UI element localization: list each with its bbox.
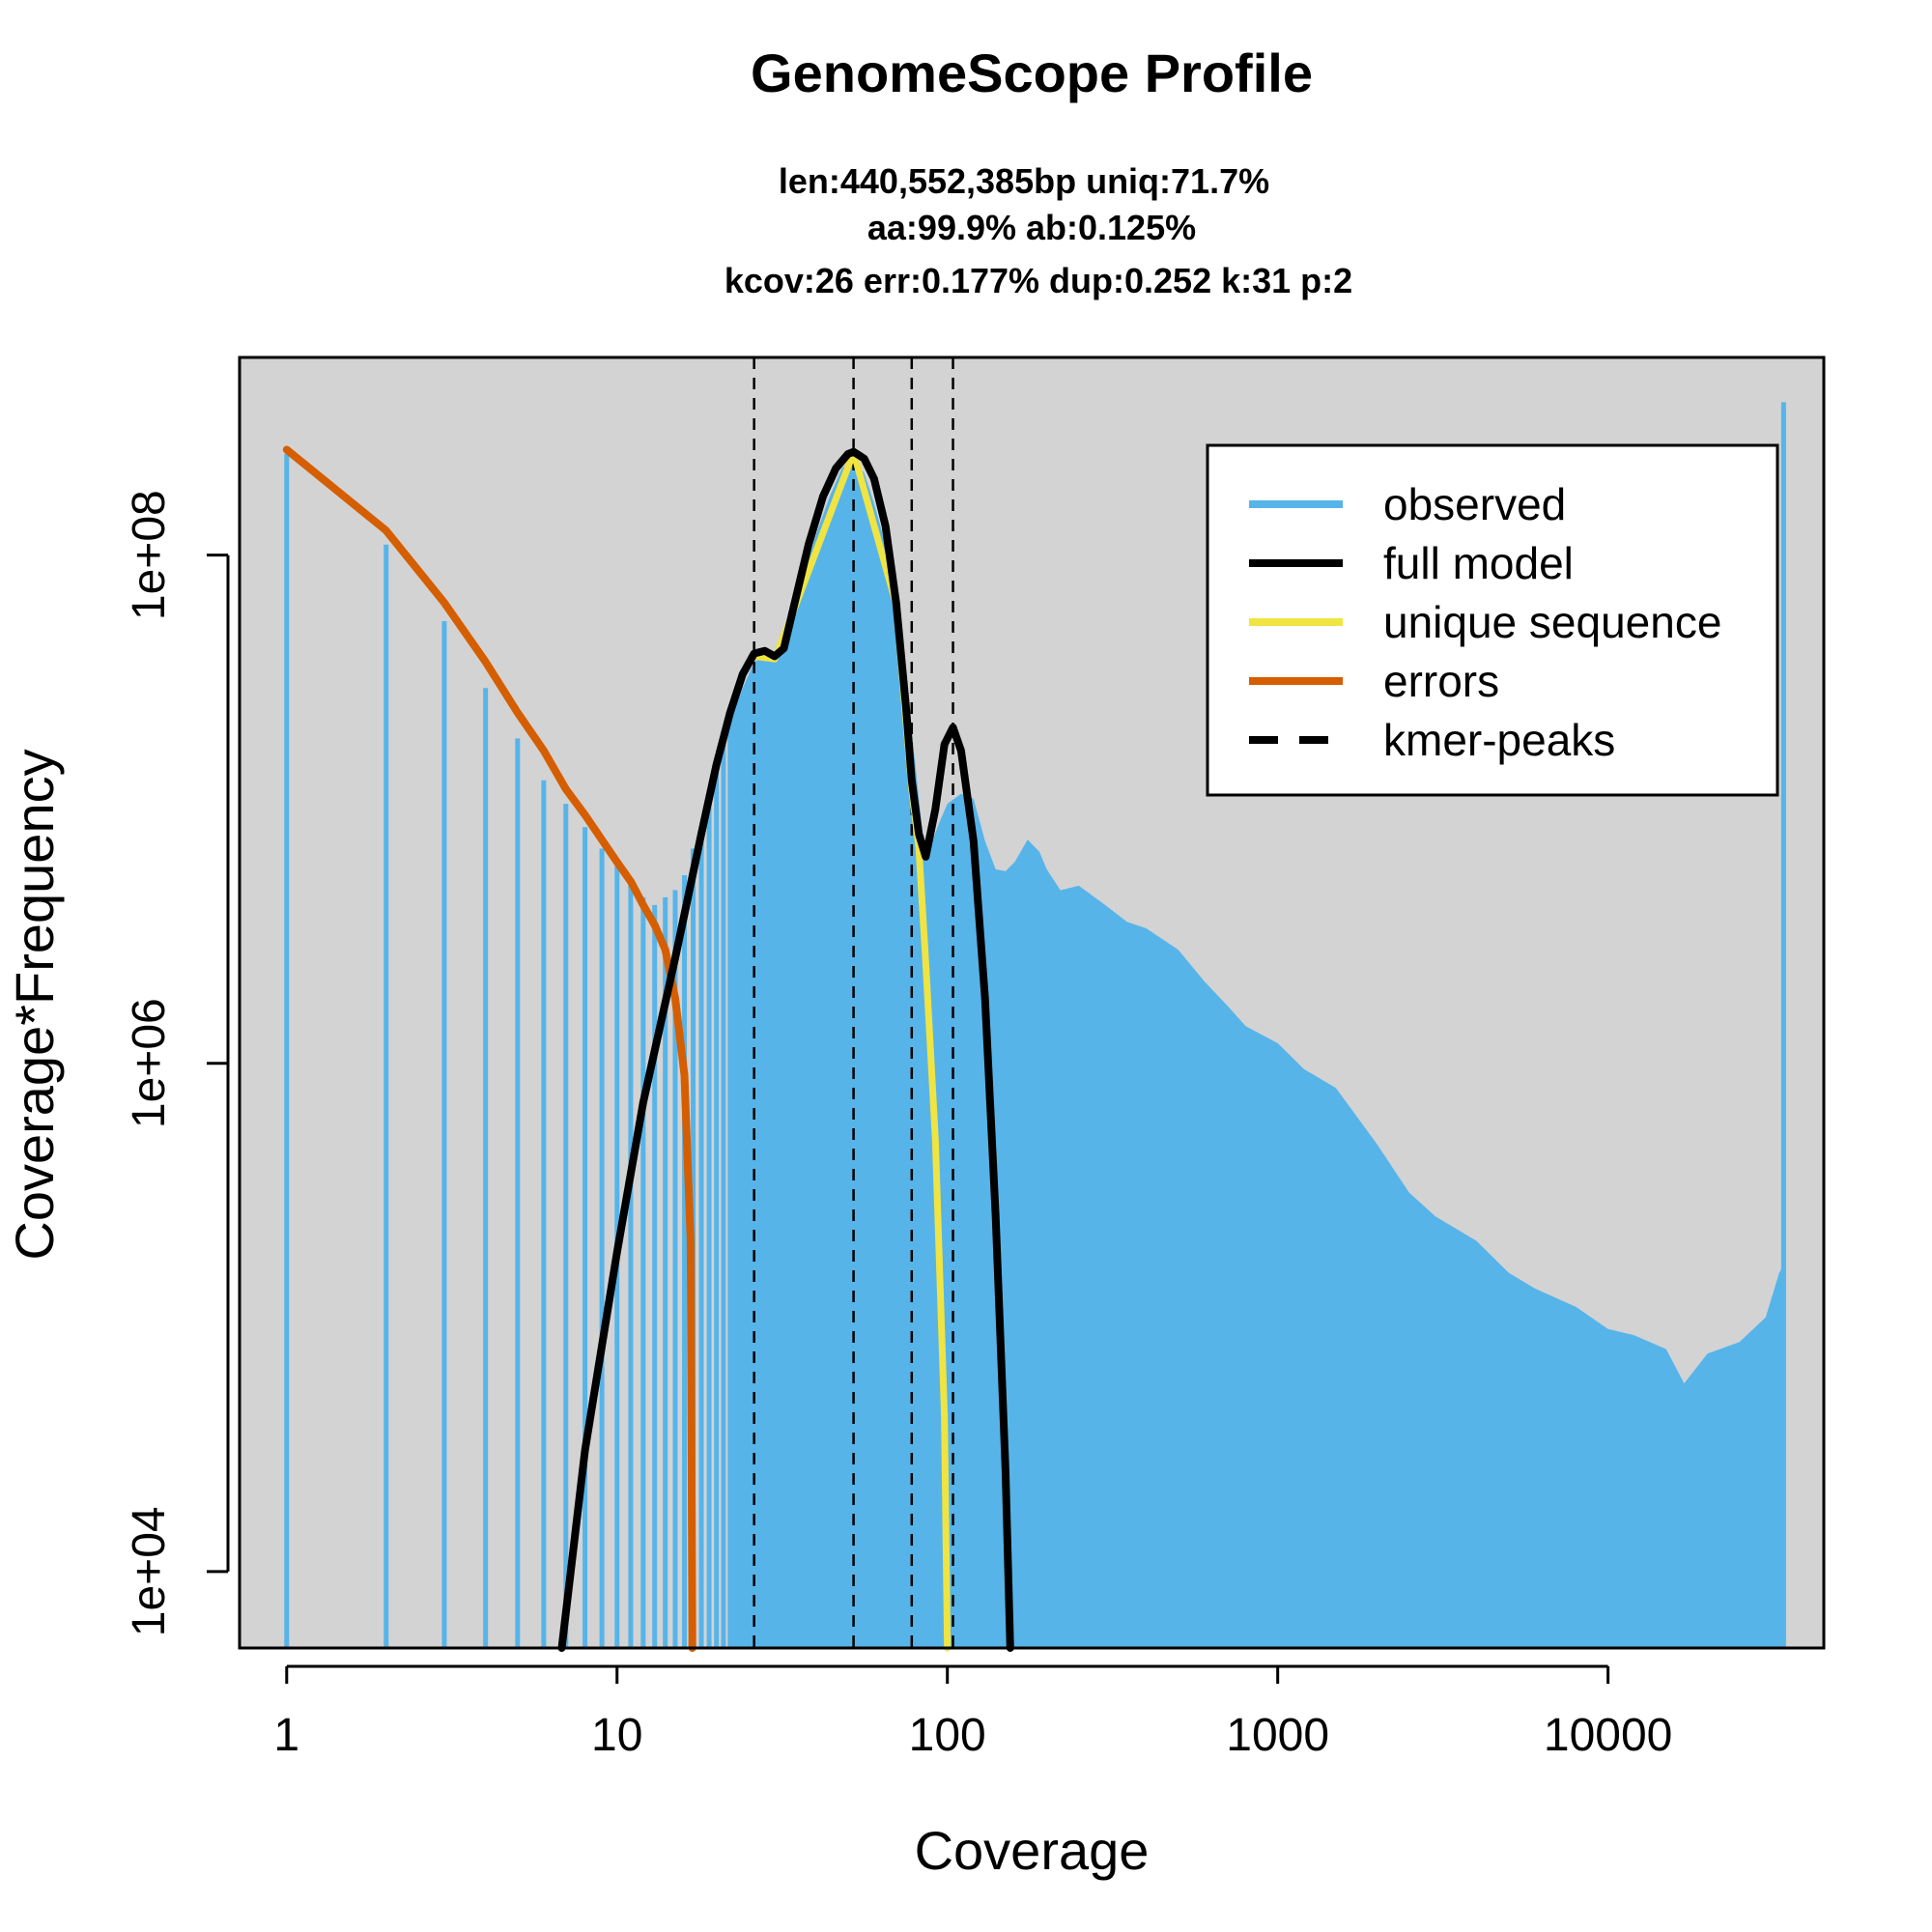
x-tick-label-1: 1 (273, 1710, 299, 1761)
legend-label-kmer-peaks: kmer-peaks (1383, 715, 1615, 765)
subtitle-line-2: aa:99.9% ab:0.125% (867, 208, 1196, 247)
legend-label-full-model: full model (1383, 538, 1574, 588)
plot-frame (238, 355, 1826, 1650)
subtitle-line-3: kcov:26 err:0.177% dup:0.252 k:31 p:2 (724, 261, 1352, 300)
legend-label-observed: observed (1383, 479, 1566, 529)
chart-title: GenomeScope Profile (751, 43, 1313, 103)
legend-label-errors: errors (1383, 656, 1499, 706)
full-model-line (557, 447, 1014, 1652)
x-tick-label-3: 100 (909, 1710, 986, 1761)
errors-line (282, 445, 696, 1652)
legend-label-unique-sequence: unique sequence (1383, 597, 1721, 647)
x-tick-label-2: 10 (591, 1710, 642, 1761)
axes: 1 10 100 1000 10000 1e+04 1e+06 1e+08 (124, 490, 1672, 1761)
y-tick-label-2: 1e+06 (124, 998, 175, 1128)
model-lines (282, 445, 1014, 1652)
y-tick-label-3: 1e+08 (124, 490, 175, 620)
y-tick-label-1: 1e+04 (124, 1506, 175, 1636)
x-axis-label: Coverage (915, 1820, 1150, 1881)
subtitle-line-1: len:440,552,385bp uniq:71.7% (779, 161, 1269, 201)
observed-area (729, 458, 1784, 1649)
x-tick-label-4: 1000 (1226, 1710, 1329, 1761)
x-tick-label-5: 10000 (1544, 1710, 1672, 1761)
y-axis-label: Coverage*Frequency (4, 749, 65, 1260)
kmer-peaks-series (753, 357, 954, 1648)
legend: observed full model unique sequence erro… (1206, 443, 1779, 797)
